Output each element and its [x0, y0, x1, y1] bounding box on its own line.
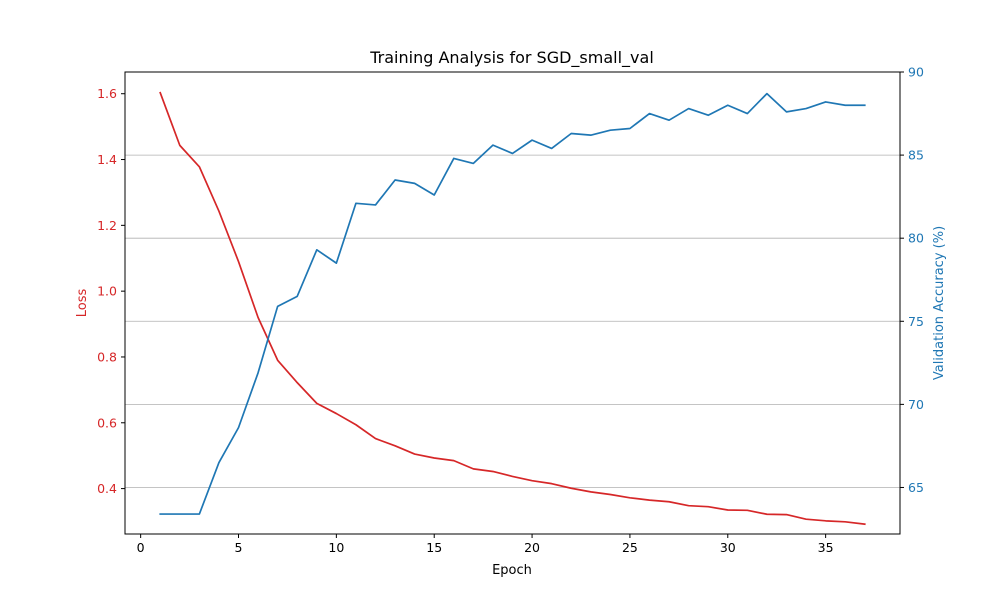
chart-title: Training Analysis for SGD_small_val: [369, 48, 654, 68]
y-axis-right-label: Validation Accuracy (%): [932, 226, 947, 380]
y-right-tick-label: 85: [908, 148, 924, 163]
y-right-tick-label: 65: [908, 480, 924, 495]
y-axis-left-label: Loss: [75, 289, 90, 318]
y-right-tick-label: 75: [908, 314, 924, 329]
y-right-tick-label: 80: [908, 231, 924, 246]
y-left-tick-label: 1.6: [97, 86, 117, 101]
y-right-tick-label: 70: [908, 397, 924, 412]
y-left-tick-label: 1.2: [97, 218, 117, 233]
x-tick-label: 20: [524, 540, 540, 555]
x-tick-label: 10: [328, 540, 344, 555]
x-axis-label: Epoch: [492, 563, 532, 578]
loss-series-line: [159, 91, 866, 526]
y-right-tick-label: 90: [908, 65, 924, 80]
x-tick-label: 5: [235, 540, 243, 555]
x-tick-label: 0: [137, 540, 145, 555]
x-tick-label: 30: [720, 540, 736, 555]
y-left-tick-label: 0.4: [97, 481, 117, 496]
y-left-tick-label: 0.8: [97, 349, 117, 364]
x-tick-label: 35: [818, 540, 834, 555]
plot-frame: [124, 71, 901, 535]
x-tick-label: 15: [426, 540, 442, 555]
axes-layer: [124, 71, 901, 535]
y-left-tick-label: 1.0: [97, 284, 117, 299]
x-tick-label: 25: [622, 540, 638, 555]
y-left-tick-label: 1.4: [97, 152, 117, 167]
ticks-layer: 0 5 10 15 20 25 30 35 0.4 0.6 0.8 1.0 1.2 1.4 1.6 65 70 7…: [97, 65, 924, 556]
accuracy-series-line: [159, 92, 866, 515]
series-layer: [159, 91, 866, 526]
grid-layer: [125, 71, 900, 488]
y-left-tick-label: 0.6: [97, 415, 117, 430]
